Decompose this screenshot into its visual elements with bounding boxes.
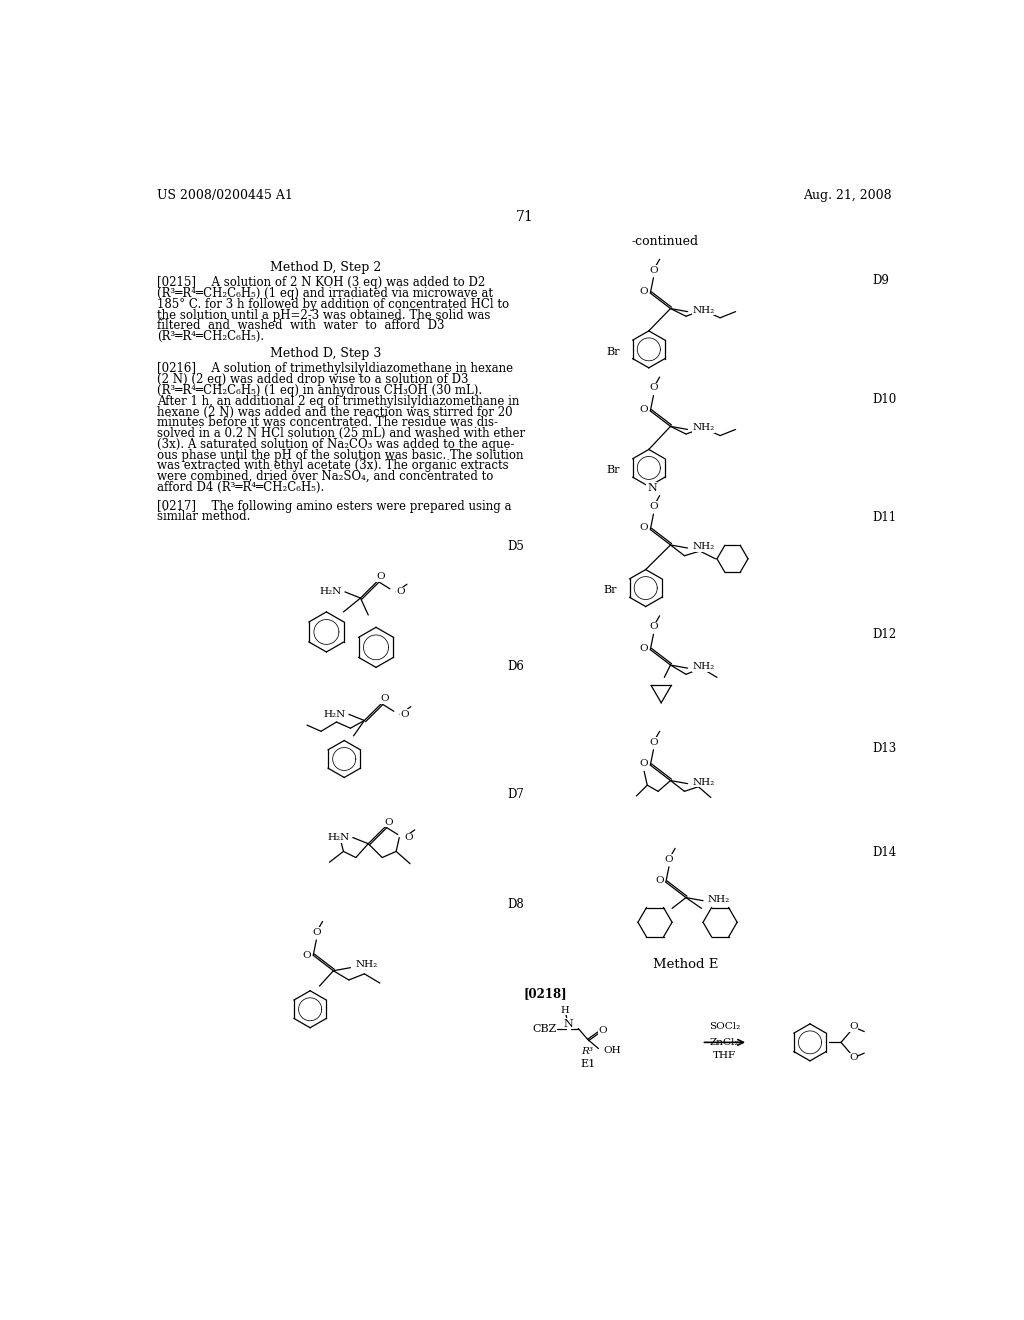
Text: (R³═R⁴═CH₂C₆H₅).: (R³═R⁴═CH₂C₆H₅). [158,330,264,343]
Text: O: O [380,694,389,704]
Text: NH₂: NH₂ [692,543,715,550]
Text: O: O [649,383,657,392]
Text: 71: 71 [516,210,534,224]
Text: O: O [655,876,664,886]
Text: R³: R³ [582,1047,594,1056]
Text: Method D, Step 2: Method D, Step 2 [270,261,381,273]
Text: O: O [640,759,648,768]
Text: (3x). A saturated solution of Na₂CO₃ was added to the aque-: (3x). A saturated solution of Na₂CO₃ was… [158,438,515,451]
Text: afford D4 (R³═R⁴═CH₂C₆H₅).: afford D4 (R³═R⁴═CH₂C₆H₅). [158,480,325,494]
Text: After 1 h, an additional 2 eq of trimethylsilyldiazomethane in: After 1 h, an additional 2 eq of trimeth… [158,395,520,408]
Text: O: O [312,928,321,937]
Text: were combined, dried over Na₂SO₄, and concentrated to: were combined, dried over Na₂SO₄, and co… [158,470,494,483]
Text: O: O [384,817,393,826]
Text: -continued: -continued [632,235,698,248]
Text: O: O [640,405,648,414]
Text: Method E: Method E [653,958,719,970]
Text: H₂N: H₂N [319,587,342,597]
Text: H₂N: H₂N [328,833,349,842]
Text: US 2008/0200445 A1: US 2008/0200445 A1 [158,189,293,202]
Text: NH₂: NH₂ [692,424,715,433]
Text: ZnCl₂: ZnCl₂ [710,1038,739,1047]
Text: D11: D11 [872,511,896,524]
Text: (R³═R⁴═CH₂C₆H₅) (1 eq) in anhydrous CH₃OH (30 mL).: (R³═R⁴═CH₂C₆H₅) (1 eq) in anhydrous CH₃O… [158,384,482,397]
Text: D14: D14 [872,846,896,859]
Text: D10: D10 [872,393,896,407]
Text: O: O [665,854,673,863]
Text: NH₂: NH₂ [692,306,715,314]
Text: NH₂: NH₂ [692,663,715,671]
Text: Br: Br [606,465,620,475]
Text: D8: D8 [508,898,524,911]
Text: O: O [849,1023,858,1031]
Text: Aug. 21, 2008: Aug. 21, 2008 [804,189,892,202]
Text: D7: D7 [508,788,524,801]
Text: 185° C. for 3 h followed by addition of concentrated HCl to: 185° C. for 3 h followed by addition of … [158,298,510,310]
Text: O: O [649,738,657,747]
Text: O: O [377,572,385,581]
Text: N: N [647,483,656,492]
Text: O: O [640,524,648,532]
Text: similar method.: similar method. [158,511,251,523]
Text: O: O [649,265,657,275]
Text: ous phase until the pH of the solution was basic. The solution: ous phase until the pH of the solution w… [158,449,524,462]
Text: Br: Br [606,347,620,356]
Text: O: O [303,950,311,960]
Text: SOCl₂: SOCl₂ [710,1023,740,1031]
Text: Br: Br [603,585,616,595]
Text: NH₂: NH₂ [692,777,715,787]
Text: was extracted with ethyl acetate (3x). The organic extracts: was extracted with ethyl acetate (3x). T… [158,459,509,473]
Text: D13: D13 [872,742,896,755]
Text: H₂N: H₂N [324,710,346,719]
Text: O: O [400,710,409,719]
Text: O: O [599,1026,607,1035]
Text: (2 N) (2 eq) was added drop wise to a solution of D3: (2 N) (2 eq) was added drop wise to a so… [158,374,469,387]
Text: minutes before it was concentrated. The residue was dis-: minutes before it was concentrated. The … [158,416,499,429]
Text: NH₂: NH₂ [355,960,377,969]
Text: the solution until a pH=2-3 was obtained. The solid was: the solution until a pH=2-3 was obtained… [158,309,490,322]
Text: filtered  and  washed  with  water  to  afford  D3: filtered and washed with water to afford… [158,319,445,333]
Text: D5: D5 [508,540,524,553]
Text: E1: E1 [580,1059,595,1069]
Text: Method D, Step 3: Method D, Step 3 [270,347,381,360]
Text: O: O [649,502,657,511]
Text: D6: D6 [508,660,524,673]
Text: NH₂: NH₂ [708,895,730,904]
Text: [0218]: [0218] [523,987,567,1001]
Text: hexane (2 N) was added and the reaction was stirred for 20: hexane (2 N) was added and the reaction … [158,405,513,418]
Text: CBZ: CBZ [532,1023,556,1034]
Text: D9: D9 [872,275,889,286]
Text: D12: D12 [872,628,896,642]
Text: [0215]  A solution of 2 N KOH (3 eq) was added to D2: [0215] A solution of 2 N KOH (3 eq) was … [158,276,485,289]
Text: [0217]  The following amino esters were prepared using a: [0217] The following amino esters were p… [158,499,512,512]
Text: N: N [563,1019,573,1028]
Text: [0216]  A solution of trimethylsilyldiazomethane in hexane: [0216] A solution of trimethylsilyldiazo… [158,363,514,375]
Text: O: O [640,288,648,296]
Text: H: H [560,1006,568,1015]
Text: O: O [849,1053,858,1063]
Text: O: O [396,587,404,597]
Text: (R³═R⁴═CH₂C₆H₅) (1 eq) and irradiated via microwave at: (R³═R⁴═CH₂C₆H₅) (1 eq) and irradiated vi… [158,286,494,300]
Text: O: O [403,833,413,842]
Text: solved in a 0.2 N HCl solution (25 mL) and washed with ether: solved in a 0.2 N HCl solution (25 mL) a… [158,428,525,440]
Text: O: O [649,622,657,631]
Text: OH: OH [603,1045,621,1055]
Text: THF: THF [713,1051,736,1060]
Text: O: O [640,644,648,652]
